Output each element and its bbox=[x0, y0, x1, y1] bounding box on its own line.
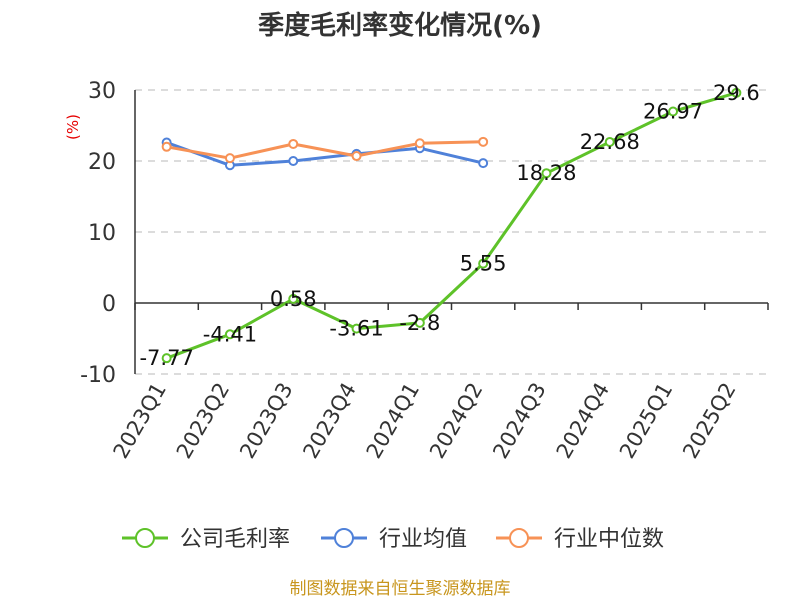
x-tick-label: 2024Q2 bbox=[425, 379, 487, 463]
data-point bbox=[351, 323, 362, 334]
x-tick-label: 2023Q1 bbox=[109, 379, 171, 463]
data-point bbox=[604, 136, 615, 147]
x-tick-label: 2023Q3 bbox=[235, 379, 297, 463]
data-point bbox=[288, 138, 299, 149]
data-label: -4.41 bbox=[203, 322, 257, 346]
data-point bbox=[288, 293, 299, 304]
y-tick-label: -10 bbox=[80, 363, 116, 388]
legend-label: 行业中位数 bbox=[554, 527, 664, 552]
series-line bbox=[165, 91, 738, 360]
legend-label: 行业均值 bbox=[379, 527, 467, 552]
data-point bbox=[478, 158, 489, 169]
x-tick-label: 2023Q4 bbox=[298, 379, 360, 463]
legend-item: 行业中位数 bbox=[496, 527, 664, 552]
data-label: 0.58 bbox=[270, 287, 317, 311]
data-label: 22.68 bbox=[580, 130, 640, 154]
legend-marker bbox=[334, 528, 354, 548]
y-tick-label: 10 bbox=[88, 221, 116, 246]
chart-title: 季度毛利率变化情况(%) bbox=[258, 10, 542, 41]
data-point bbox=[478, 136, 489, 147]
data-point bbox=[668, 106, 679, 117]
data-point bbox=[161, 353, 172, 364]
x-tick-label: 2025Q2 bbox=[678, 379, 740, 463]
data-label: -2.8 bbox=[399, 311, 440, 335]
data-label: 18.28 bbox=[516, 161, 576, 185]
data-point bbox=[414, 317, 425, 328]
series-line bbox=[165, 141, 485, 167]
data-point bbox=[731, 87, 742, 98]
data-point bbox=[478, 258, 489, 269]
data-label: 26.97 bbox=[643, 100, 703, 124]
x-tick-label: 2025Q1 bbox=[615, 379, 677, 463]
legend-label: 公司毛利率 bbox=[180, 527, 290, 552]
legend: 公司毛利率 行业均值 行业中位数 bbox=[122, 527, 664, 552]
data-label-layer: -7.77 -4.41 0.58 -3.61 -2.8 5.55 18.2822.6826.… bbox=[139, 81, 759, 370]
data-point bbox=[224, 329, 235, 340]
x-tick-label: 2024Q1 bbox=[362, 379, 424, 463]
legend-marker bbox=[135, 528, 155, 548]
data-label: 5.55 bbox=[460, 252, 507, 276]
x-tick-label: 2023Q2 bbox=[172, 379, 234, 463]
data-label: -7.77 bbox=[139, 346, 193, 370]
data-label: -3.61 bbox=[329, 317, 383, 341]
x-tick-label: 2024Q3 bbox=[488, 379, 550, 463]
data-point bbox=[288, 156, 299, 166]
axis-layer: -10 0 10 20 30 2023Q1 2023Q2 2023Q3 2023Q4 2024Q1… bbox=[80, 79, 769, 463]
legend-item: 公司毛利率 bbox=[122, 527, 290, 552]
y-tick-label: 30 bbox=[88, 79, 116, 104]
data-point bbox=[414, 138, 425, 149]
y-tick-label: 0 bbox=[102, 292, 116, 317]
series-line bbox=[165, 140, 485, 160]
data-point bbox=[224, 153, 235, 164]
data-point bbox=[541, 168, 552, 179]
y-tick-label: 20 bbox=[88, 150, 116, 175]
data-point bbox=[351, 151, 362, 162]
source-note: 制图数据来自恒生聚源数据库 bbox=[290, 579, 511, 599]
y-axis-label: (%) bbox=[64, 114, 82, 140]
data-point bbox=[161, 141, 172, 152]
legend-item: 行业均值 bbox=[321, 527, 467, 552]
x-tick-label: 2024Q4 bbox=[552, 379, 614, 463]
series-layer bbox=[161, 87, 742, 364]
legend-marker bbox=[509, 528, 529, 548]
data-label: 29.6 bbox=[713, 81, 760, 105]
grid-layer bbox=[135, 89, 768, 375]
